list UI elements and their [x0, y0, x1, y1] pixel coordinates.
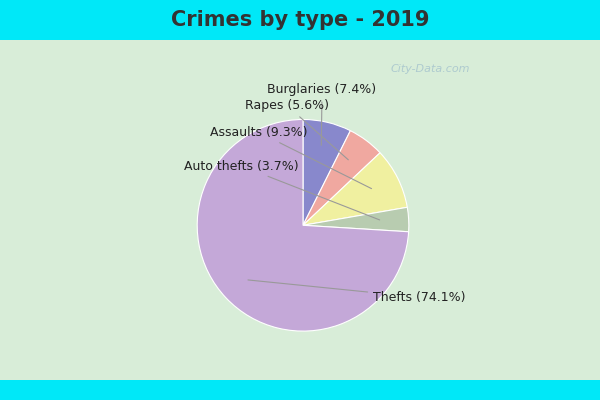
Text: Assaults (9.3%): Assaults (9.3%)	[210, 126, 371, 189]
Text: Auto thefts (3.7%): Auto thefts (3.7%)	[184, 160, 380, 220]
Text: Burglaries (7.4%): Burglaries (7.4%)	[268, 83, 377, 145]
Wedge shape	[303, 120, 350, 225]
Wedge shape	[303, 153, 407, 225]
Wedge shape	[303, 207, 409, 232]
Text: Crimes by type - 2019: Crimes by type - 2019	[171, 10, 429, 30]
Wedge shape	[197, 120, 409, 331]
Text: Rapes (5.6%): Rapes (5.6%)	[245, 99, 349, 160]
Wedge shape	[303, 131, 380, 225]
Text: City-Data.com: City-Data.com	[391, 64, 470, 74]
Text: Thefts (74.1%): Thefts (74.1%)	[248, 280, 466, 304]
